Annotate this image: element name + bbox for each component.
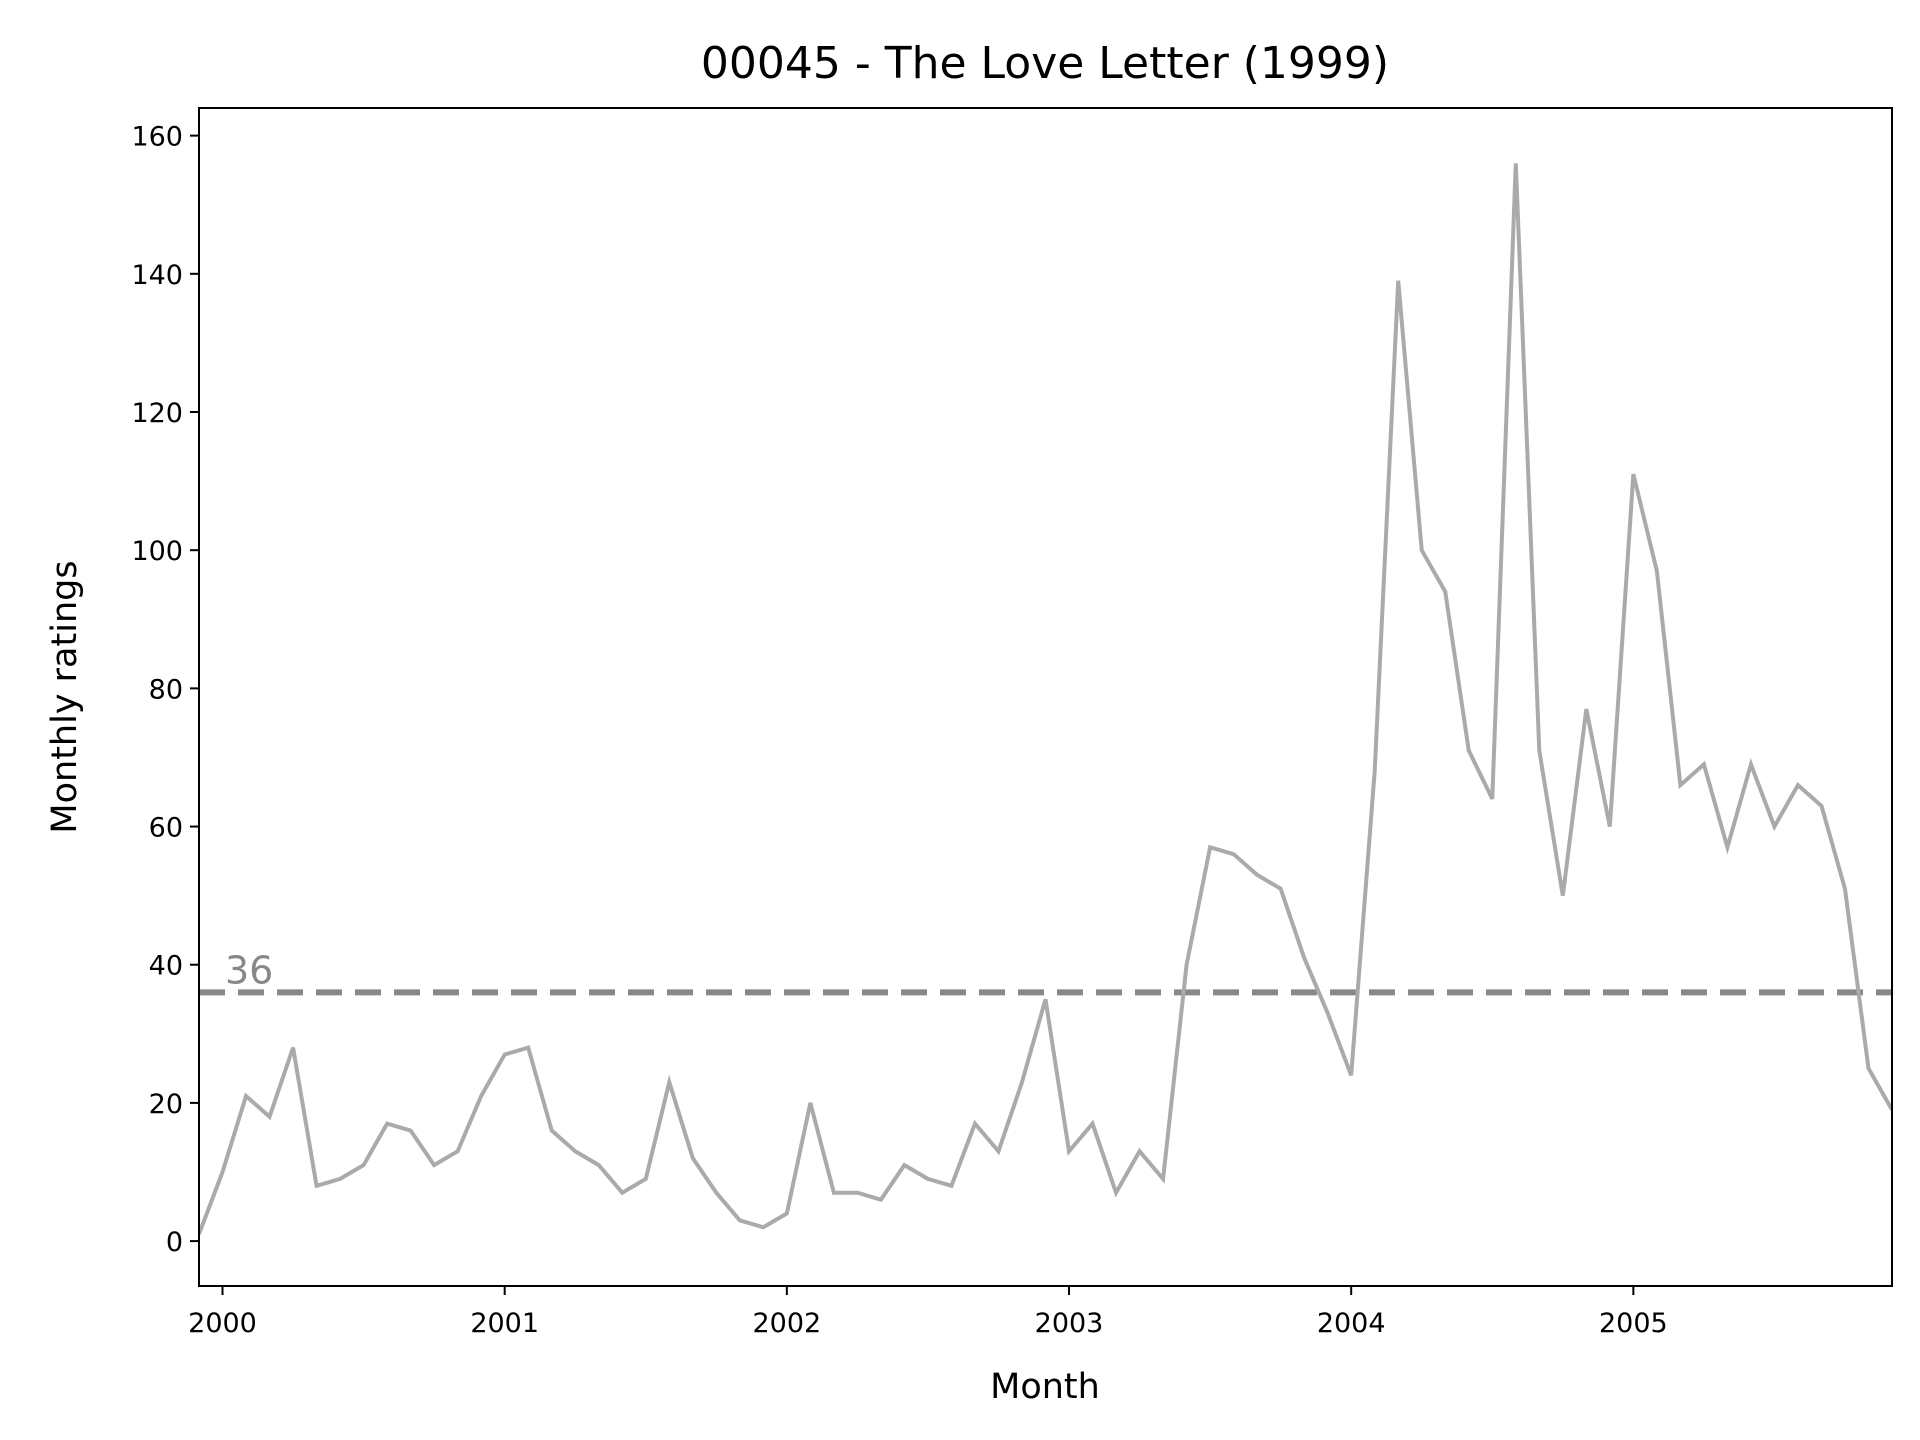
series-line-0 (199, 163, 1892, 1235)
x-tick-label: 2002 (752, 1308, 821, 1339)
y-tick-label: 80 (149, 674, 183, 705)
y-tick-label: 160 (131, 122, 183, 153)
x-tick-label: 2000 (188, 1308, 257, 1339)
y-axis: 0 20 40 60 80 100 120 140 160 (131, 122, 199, 1258)
y-tick-label: 60 (149, 813, 183, 844)
x-axis: 2000 2001 2002 2003 2004 2005 (188, 1286, 1668, 1339)
plot-area: 36 (199, 163, 1892, 1235)
x-axis-label: Month (990, 1367, 1100, 1407)
plot-frame (198, 107, 1893, 1287)
x-tick-label: 2004 (1317, 1308, 1386, 1339)
chart-title: 00045 - The Love Letter (1999) (701, 38, 1389, 89)
y-tick-label: 140 (131, 260, 183, 291)
y-axis-label: Monthly ratings (45, 560, 85, 833)
y-tick-label: 20 (149, 1089, 183, 1120)
y-tick-label: 120 (131, 398, 183, 429)
x-tick-label: 2003 (1035, 1308, 1104, 1339)
reference-line-label: 36 (225, 948, 273, 992)
x-tick-label: 2001 (470, 1308, 539, 1339)
x-tick-label: 2005 (1599, 1308, 1668, 1339)
y-tick-label: 40 (149, 951, 183, 982)
y-tick-label: 0 (166, 1227, 183, 1258)
y-tick-label: 100 (131, 536, 183, 567)
